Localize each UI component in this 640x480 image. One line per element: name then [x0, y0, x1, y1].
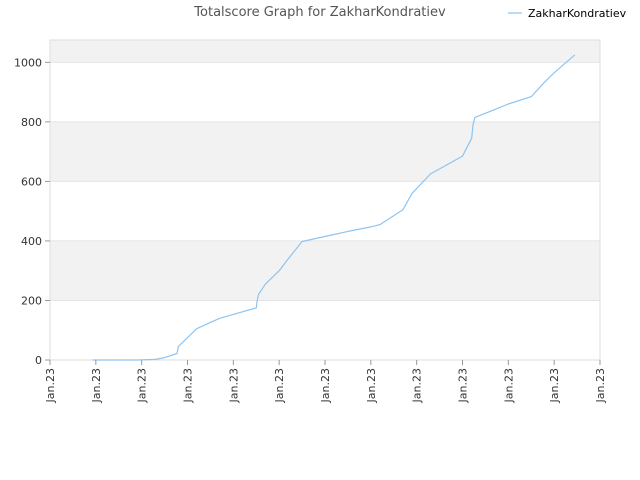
chart-title: Totalscore Graph for ZakharKondratiev — [193, 5, 446, 20]
y-axis: 0 200 400 600 800 1000 — [14, 56, 50, 367]
plot-band — [50, 300, 600, 360]
x-tick-label: Jan.23 — [136, 368, 149, 403]
x-tick-label: Jan.23 — [502, 368, 515, 403]
x-tick-label: Jan.23 — [273, 368, 286, 403]
x-tick-label: Jan.23 — [90, 368, 103, 403]
plot-band — [50, 240, 600, 301]
x-tick-label: Jan.23 — [594, 368, 607, 403]
y-tick-label: 400 — [21, 235, 42, 248]
y-tick-label: 1000 — [14, 56, 42, 69]
y-tick-label: 200 — [21, 294, 42, 307]
x-tick-label: Jan.23 — [548, 368, 561, 403]
x-tick-label: Jan.23 — [365, 368, 378, 403]
legend: ZakharKondratiev — [508, 7, 627, 20]
y-tick-label: 800 — [21, 116, 42, 129]
x-tick-label: Jan.23 — [319, 368, 332, 403]
plot-band — [50, 62, 600, 122]
plot-background — [50, 40, 600, 360]
plot-band — [50, 181, 600, 241]
y-tick-label: 0 — [35, 354, 42, 367]
legend-label: ZakharKondratiev — [528, 7, 627, 20]
x-tick-label: Jan.23 — [411, 368, 424, 403]
x-axis: Jan.23 Jan.23 Jan.23 Jan.23 Jan.23 Jan.23 Jan.… — [44, 360, 607, 403]
series-layer — [92, 54, 576, 361]
x-tick-label: Jan.23 — [182, 368, 195, 403]
x-tick-label: Jan.23 — [227, 368, 240, 403]
x-tick-label: Jan.23 — [457, 368, 470, 403]
x-tick-label: Jan.23 — [44, 368, 57, 403]
y-tick-label: 600 — [21, 175, 42, 188]
plot-band — [50, 121, 600, 182]
series-line — [92, 54, 576, 361]
plot-band — [50, 40, 600, 63]
